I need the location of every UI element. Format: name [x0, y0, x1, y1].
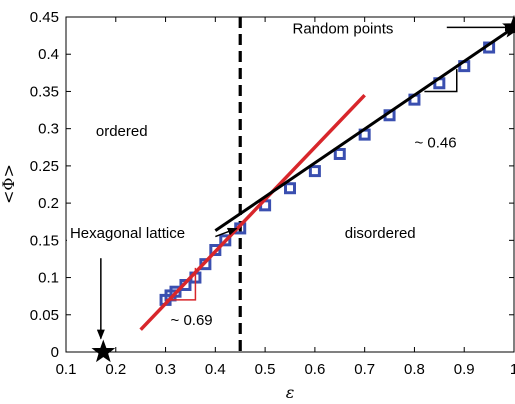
- x-tick-label: 1: [510, 361, 515, 378]
- data-point-square: [333, 147, 346, 160]
- annotation-label: ordered: [96, 123, 148, 140]
- y-tick-label: 0.35: [30, 83, 59, 100]
- data-point-square: [284, 182, 296, 195]
- y-axis-label: <Φ>: [0, 164, 18, 204]
- annotation-label: ~ 0.46: [414, 134, 456, 151]
- annotation-label: Hexagonal lattice: [70, 225, 185, 242]
- random-points-star: [502, 14, 515, 38]
- data-point-square: [209, 244, 222, 257]
- red-fit-line: [139, 93, 366, 331]
- x-tick-label: 0.7: [354, 361, 375, 378]
- slope-triangle: [424, 69, 458, 93]
- x-tick-label: 0.1: [56, 361, 77, 378]
- annotation-label: disordered: [345, 225, 416, 242]
- y-tick-label: 0.45: [30, 9, 59, 26]
- y-tick-label: 0.2: [38, 195, 59, 212]
- data-point-square: [308, 165, 321, 178]
- y-tick-label: 0.3: [38, 121, 59, 138]
- x-tick-label: 0.8: [404, 361, 425, 378]
- y-tick-label: 0.1: [38, 270, 59, 287]
- x-tick-label: 0.4: [205, 361, 226, 378]
- annotation-label-background: [66, 223, 197, 244]
- x-axis-label: ε: [286, 383, 295, 402]
- x-tick-label: 0.5: [255, 361, 276, 378]
- x-tick-label: 0.9: [454, 361, 475, 378]
- x-tick-label: 0.6: [304, 361, 325, 378]
- hexagonal-lattice-star: [91, 339, 116, 363]
- annotation-label: ~ 0.69: [171, 312, 213, 329]
- y-tick-label: 0.05: [30, 307, 59, 324]
- annotation-label: Random points: [292, 20, 393, 37]
- black-fit-line: [214, 26, 515, 232]
- y-tick-label: 0: [51, 344, 59, 361]
- x-tick-label: 0.3: [155, 361, 176, 378]
- data-point-square: [169, 285, 182, 298]
- y-tick-label: 0.15: [30, 232, 59, 249]
- y-tick-label: 0.4: [38, 46, 59, 63]
- slope-triangle: [165, 267, 197, 301]
- annotation-arrow: [215, 227, 238, 238]
- plot-frame: [65, 16, 515, 353]
- data-point-square: [219, 234, 232, 247]
- x-tick-label: 0.2: [105, 361, 126, 378]
- y-tick-label: 0.25: [30, 158, 59, 175]
